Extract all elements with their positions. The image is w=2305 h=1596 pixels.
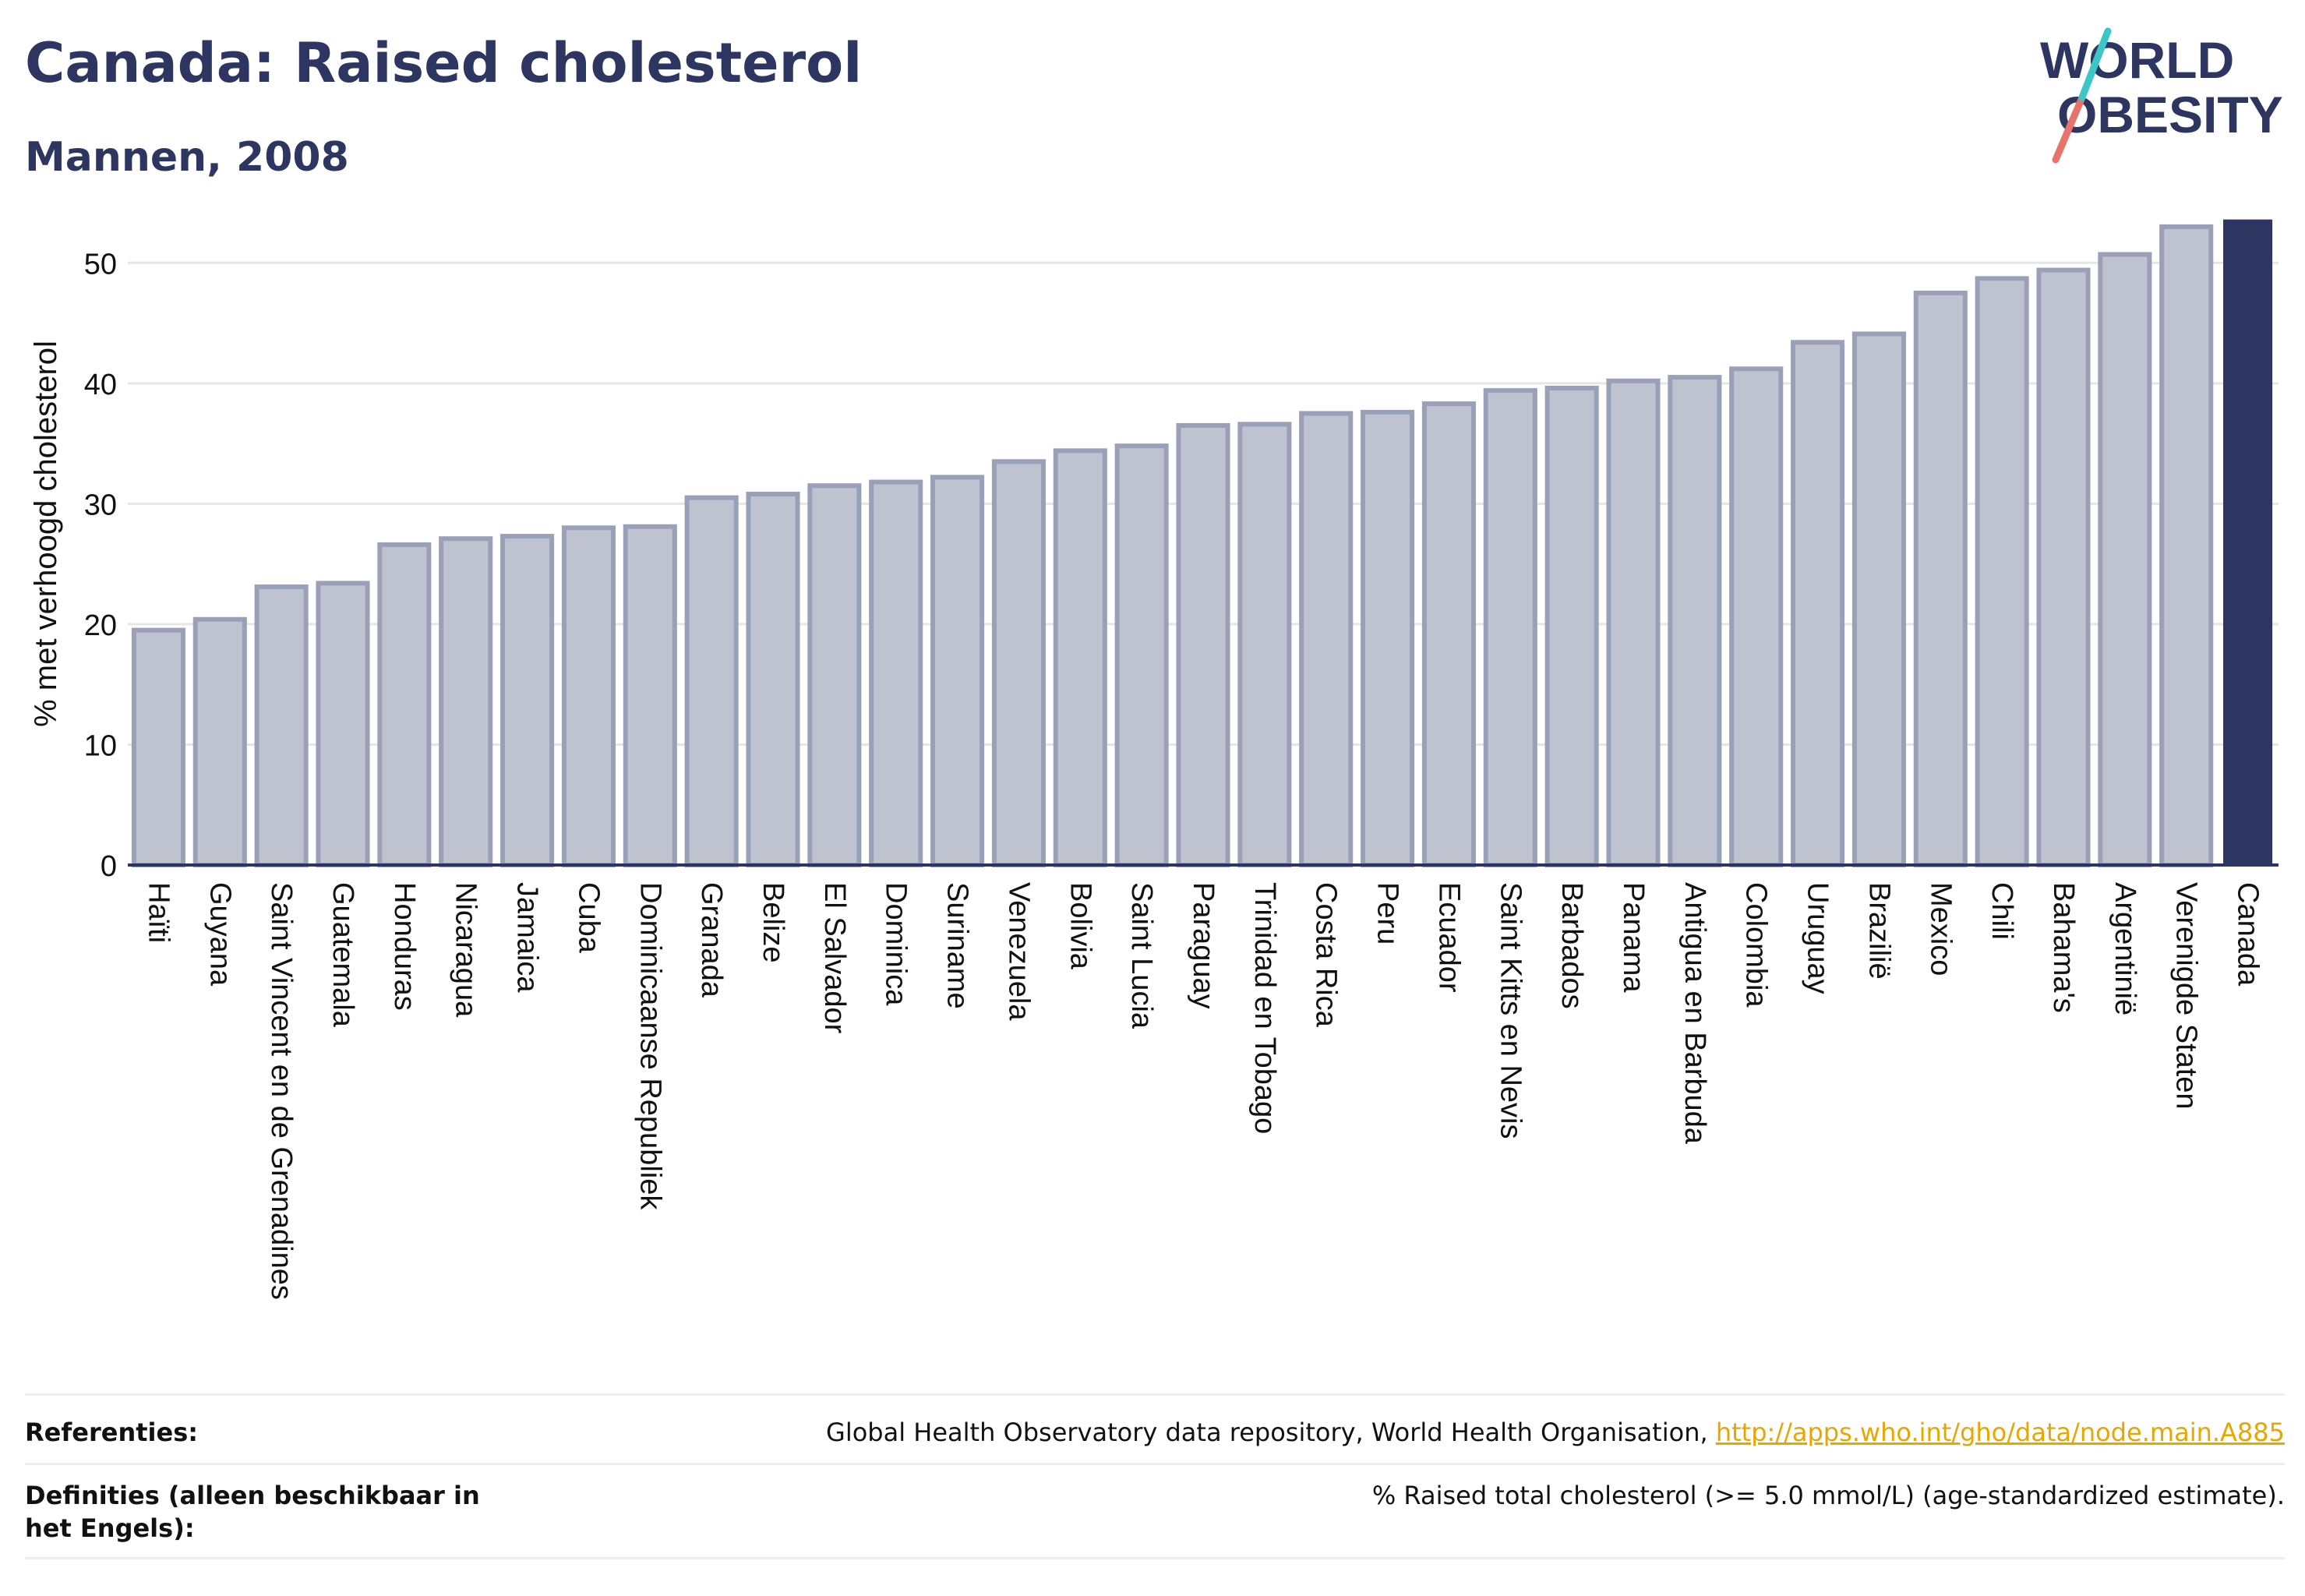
- references-link[interactable]: http://apps.who.int/gho/data/node.main.A…: [1715, 1418, 2285, 1447]
- page-subtitle: Mannen, 2008: [25, 134, 349, 181]
- x-tick-label: Costa Rica: [1310, 882, 1343, 1028]
- x-tick-label: Canada: [2232, 882, 2264, 987]
- x-tick-label: Haïti: [142, 882, 175, 943]
- x-tick-label: Uruguay: [1802, 882, 1834, 994]
- x-tick-label: Saint Vincent en de Grenadines: [265, 882, 298, 1300]
- bar: [2159, 224, 2214, 867]
- bar: [623, 524, 677, 868]
- x-tick-label: Nicaragua: [450, 882, 482, 1018]
- bar: [1975, 276, 2029, 867]
- y-tick-label: 10: [84, 729, 117, 762]
- bar: [316, 581, 370, 867]
- x-tick-label: El Salvador: [818, 882, 851, 1034]
- bar: [1176, 422, 1230, 867]
- x-tick-label: Chili: [1986, 882, 2018, 940]
- world-obesity-logo: WORLD OBESITY: [2040, 27, 2283, 164]
- x-tick-label: Peru: [1371, 882, 1404, 945]
- references-label: Referenties:: [25, 1418, 199, 1447]
- bar: [869, 479, 923, 868]
- bar: [1299, 411, 1354, 867]
- bar: [561, 525, 616, 867]
- bar: [1544, 386, 1599, 867]
- bar: [439, 536, 493, 867]
- bar: [1668, 375, 1722, 868]
- x-tick-label: Granada: [695, 882, 728, 998]
- y-tick-label: 50: [84, 248, 117, 281]
- bar: [1237, 422, 1292, 867]
- y-tick-label: 40: [84, 369, 117, 401]
- x-tick-label: Verenigde Staten: [2170, 882, 2203, 1110]
- y-axis-label: % met verhoogd cholesterol: [29, 341, 63, 727]
- x-tick-label: Antigua en Barbuda: [1678, 882, 1711, 1145]
- bar: [192, 616, 247, 868]
- x-tick-label: Colombia: [1740, 882, 1773, 1008]
- x-tick-label: Dominicaanse Republiek: [634, 882, 666, 1210]
- references-value: Global Health Observatory data repositor…: [826, 1416, 2285, 1449]
- x-tick-label: Ecuador: [1432, 882, 1465, 993]
- x-tick-label: Brazilië: [1862, 882, 1895, 980]
- x-tick-label: Argentinië: [2109, 882, 2141, 1015]
- x-tick-label: Bahama's: [2047, 882, 2080, 1013]
- references-row: Referenties: Global Health Observatory d…: [25, 1393, 2285, 1463]
- bar: [930, 475, 985, 867]
- bar: [254, 584, 309, 867]
- logo-line-2: OBESITY: [2057, 86, 2283, 143]
- footer: Referenties: Global Health Observatory d…: [25, 1393, 2285, 1559]
- x-tick-label: Saint Kitts en Nevis: [1494, 882, 1527, 1139]
- bar: [1053, 448, 1107, 867]
- x-tick-label: Suriname: [941, 882, 974, 1009]
- bar: [684, 495, 739, 867]
- bar: [131, 627, 185, 867]
- x-tick-label: Bolivia: [1064, 882, 1096, 970]
- x-tick-label: Guatemala: [327, 882, 359, 1028]
- bar: [2098, 252, 2152, 868]
- x-tick-label: Guyana: [203, 882, 236, 987]
- bar: [1361, 409, 1415, 867]
- x-tick-label: Trinidad en Tobago: [1248, 882, 1281, 1134]
- references-text: Global Health Observatory data repositor…: [826, 1418, 1716, 1447]
- bar: [991, 459, 1046, 867]
- x-tick-label: Honduras: [388, 882, 421, 1011]
- x-tick-label: Belize: [757, 882, 789, 963]
- x-tick-label: Saint Lucia: [1125, 882, 1158, 1029]
- definitions-label: Definities (alleen beschikbaar in het En…: [25, 1481, 480, 1543]
- x-tick-label: Panama: [1617, 882, 1650, 993]
- x-tick-label: Venezuela: [1002, 882, 1035, 1021]
- y-tick-label: 0: [101, 850, 117, 883]
- definitions-row: Definities (alleen beschikbaar in het En…: [25, 1463, 2285, 1559]
- bar: [1606, 378, 1661, 867]
- x-tick-label: Cuba: [572, 882, 605, 954]
- bar: [500, 534, 555, 867]
- bar: [1791, 340, 1845, 868]
- bar-highlight: [2223, 219, 2273, 865]
- bar: [1421, 401, 1476, 867]
- bar: [1729, 366, 1784, 868]
- bar: [377, 542, 432, 868]
- y-tick-label: 20: [84, 609, 117, 642]
- bar: [1483, 388, 1537, 868]
- bar: [746, 492, 800, 867]
- page-title: Canada: Raised cholesterol: [25, 31, 863, 95]
- x-tick-label: Dominica: [880, 882, 912, 1006]
- bar: [1114, 443, 1169, 867]
- bar: [2036, 267, 2091, 867]
- y-tick-label: 30: [84, 489, 117, 521]
- x-tick-label: Paraguay: [1187, 882, 1220, 1009]
- definitions-value: % Raised total cholesterol (>= 5.0 mmol/…: [1371, 1481, 2285, 1510]
- x-tick-label: Mexico: [1924, 882, 1957, 976]
- logo-line-1: WORLD: [2040, 31, 2234, 89]
- bar: [1913, 290, 1968, 867]
- x-tick-label: Jamaica: [511, 882, 544, 993]
- bar: [1851, 331, 1906, 868]
- x-tick-label: Barbados: [1555, 882, 1588, 1009]
- bar: [807, 483, 862, 867]
- bar-chart: 0 10 20 30 40 50 Haïti Guyana Saint Vincent en …: [29, 219, 2279, 1300]
